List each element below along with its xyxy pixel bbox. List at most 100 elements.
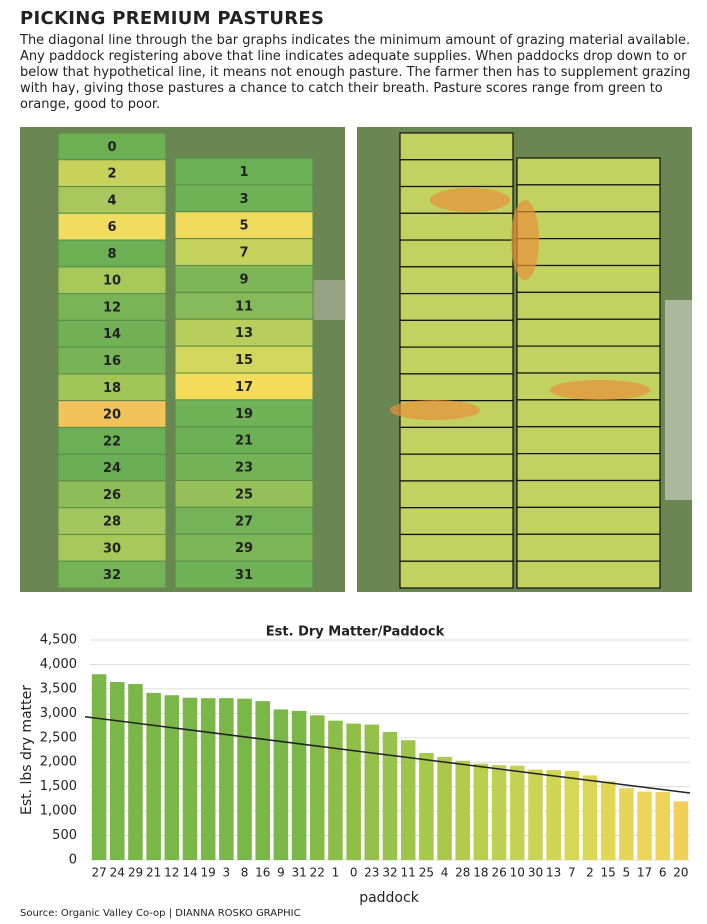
paddock-label: 21 [235,434,253,449]
paddock-outline [516,399,661,428]
paddock-outline [516,426,661,455]
paddock-outline [516,506,661,535]
paddock-outline [516,184,661,213]
x-tick-label: 6 [659,866,667,880]
y-tick-label: 500 [52,828,77,843]
paddock-label: 26 [103,488,121,503]
bar [364,724,380,860]
paddock-outline [399,560,514,589]
paddock-outline [399,266,514,295]
header: PICKING PREMIUM PASTURES The diagonal li… [20,8,695,113]
bar [128,684,143,860]
bar [564,771,580,860]
paddock [57,533,167,562]
paddock-label: 9 [239,272,248,287]
x-tick-label: 19 [201,866,216,880]
paddock [57,400,167,428]
paddock-outline [516,238,661,267]
paddock-outline [399,507,514,536]
x-tick-label: 2 [586,866,594,880]
bar [182,697,198,860]
paddock-outline [516,264,661,293]
paddock [174,372,314,401]
chart-title: Est. Dry Matter/Paddock [266,625,445,640]
paddock-label: 3 [239,192,248,207]
trend-line [84,716,691,794]
bar [146,692,161,860]
paddock-label: 1 [239,165,248,180]
x-tick-label: 15 [601,866,616,880]
bar [582,775,598,860]
paddock-label: 2 [107,167,116,182]
paddock-label: 22 [103,434,121,449]
paddock-label: 24 [103,461,121,476]
paddock-label: 18 [103,381,121,396]
y-tick-label: 0 [69,853,77,868]
paddock [57,507,167,535]
x-tick-label: 29 [128,866,143,880]
x-tick-label: 31 [291,866,306,880]
y-tick-label: 2,500 [40,730,77,745]
bar [437,756,452,860]
paddock-label: 11 [235,299,253,314]
x-tick-label: 7 [568,866,576,880]
paddock [57,319,167,348]
bar [510,765,525,860]
paddock-outline [399,533,514,562]
paddock [57,560,167,589]
bar [455,760,470,860]
y-tick-label: 4,000 [40,657,77,672]
paddock-outline [399,132,514,161]
x-tick-label: 10 [510,866,525,880]
x-tick-label: 3 [223,866,231,880]
paddock [174,426,314,455]
paddock [57,426,167,455]
y-tick-label: 1,000 [40,804,77,819]
x-tick-label: 17 [637,866,652,880]
x-tick-label: 25 [419,866,434,880]
x-axis-label: paddock [359,890,420,906]
x-tick-label: 23 [364,866,379,880]
paddock [174,345,314,374]
x-tick-label: 14 [182,866,197,880]
bar [637,791,652,860]
bar [419,752,434,860]
paddock-outline [399,453,514,482]
heat-spot [430,188,510,212]
paddock [57,480,167,509]
paddock [57,293,167,321]
x-tick-label: 11 [401,866,416,880]
paddock-label: 32 [103,568,121,583]
bar [255,701,270,860]
paddock-label: 17 [235,380,253,395]
paddock-outline [516,157,661,186]
bar [473,763,489,860]
x-tick-label: 13 [546,866,561,880]
paddock-outline [516,211,661,240]
bar [655,792,670,860]
paddock-outline [399,292,514,321]
paddock-label: 13 [235,326,253,341]
paddock-outline [399,159,514,188]
x-tick-label: 16 [255,866,270,880]
x-tick-label: 8 [241,866,249,880]
bar [400,740,416,860]
paddock [174,399,314,428]
x-tick-label: 5 [623,866,631,880]
paddock-label: 23 [235,461,253,476]
paddock [174,184,314,213]
paddock [174,533,314,562]
paddock [174,453,314,481]
paddock-label: 15 [235,353,253,368]
paddock-label: 14 [103,327,121,342]
paddock-outline [399,346,514,375]
x-tick-label: 28 [455,866,470,880]
x-tick-label: 0 [350,866,358,880]
paddock-outline [516,453,661,482]
bar [219,698,234,860]
building [665,300,692,500]
y-axis-label: Est. lbs dry matter [19,685,35,815]
bar [528,769,543,860]
bar [291,710,307,860]
